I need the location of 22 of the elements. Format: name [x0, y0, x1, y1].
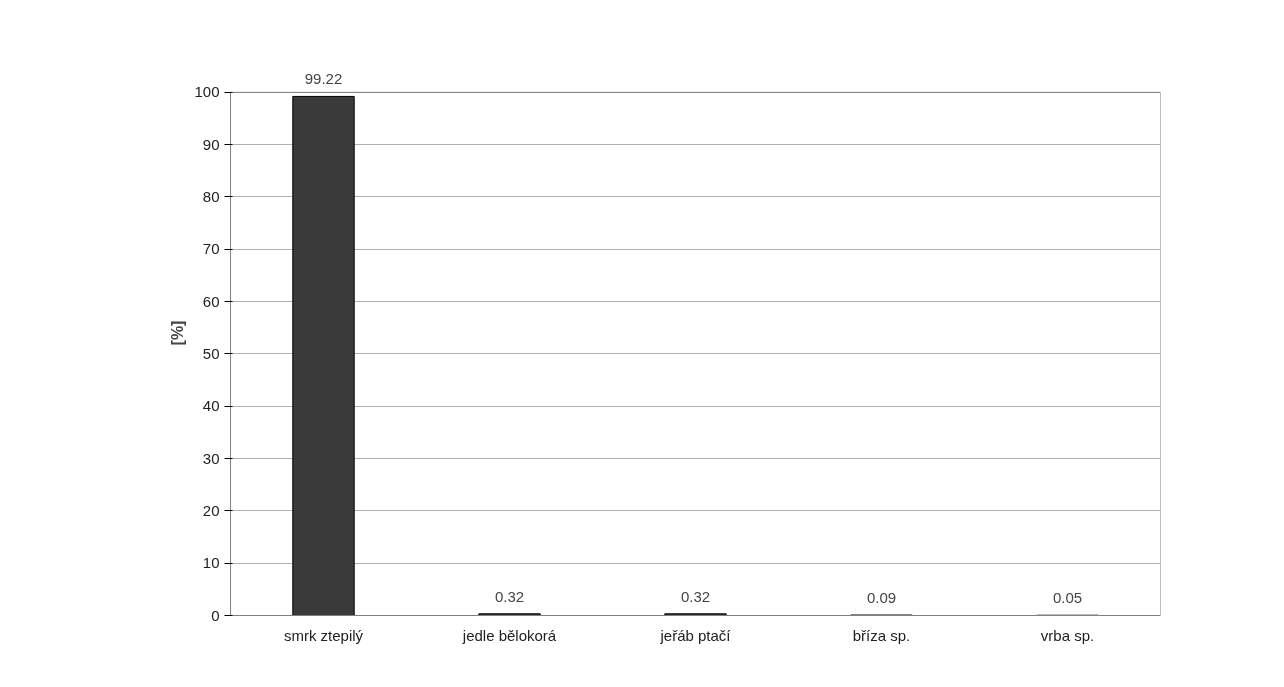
y-tick-label: 90: [202, 135, 220, 153]
y-tick-label: 70: [202, 240, 220, 258]
y-tick-label: 30: [202, 449, 220, 467]
data-label: 99.22: [304, 70, 343, 88]
data-label: 0.05: [1052, 589, 1083, 607]
x-tick-label: bříza sp.: [852, 626, 911, 644]
y-tick-label: 20: [202, 501, 220, 519]
y-tick-label: 80: [202, 187, 220, 205]
y-tick-label: 0: [211, 606, 220, 624]
data-label: 0.09: [866, 589, 897, 607]
y-tick-label: 100: [194, 83, 220, 101]
x-tick-label: jedle bělokorá: [461, 626, 557, 644]
data-label: 0.32: [680, 587, 711, 605]
x-tick-label: jeřáb ptačí: [659, 626, 732, 644]
y-tick-label: 10: [202, 554, 220, 572]
x-tick-label: vrba sp.: [1040, 626, 1095, 644]
x-tick-label: smrk ztepilý: [283, 626, 364, 644]
y-tick-label: 50: [202, 344, 220, 362]
y-tick-label: 60: [202, 292, 220, 310]
data-label: 0.32: [494, 587, 525, 605]
y-axis-title: [%]: [169, 320, 187, 346]
y-tick-label: 40: [202, 397, 220, 415]
